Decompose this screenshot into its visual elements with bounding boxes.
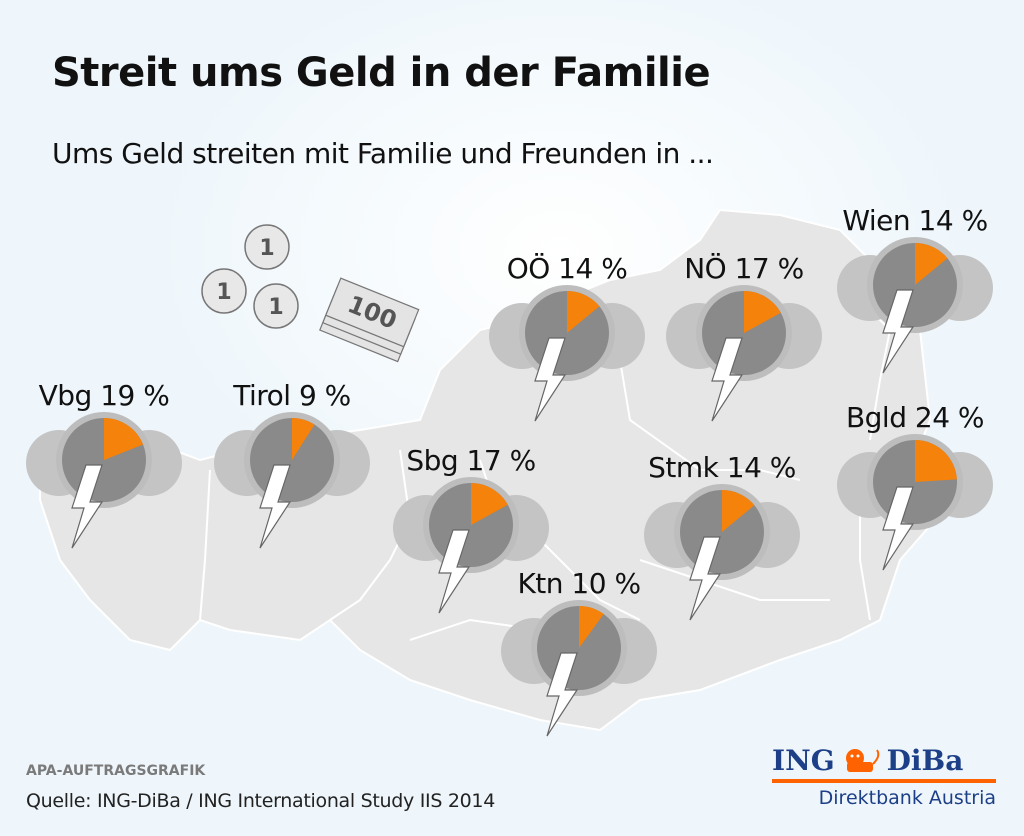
logo-subtitle: Direktbank Austria: [818, 787, 996, 809]
pie-highlight-slice: [722, 489, 755, 532]
coin-icon: 1: [201, 268, 247, 314]
source-note: Quelle: ING-DiBa / ING International Stu…: [26, 790, 495, 812]
region-marker-stmk: Stmk 14 %: [644, 451, 800, 621]
svg-text:1: 1: [216, 280, 231, 305]
region-markers: Vbg 19 % Tirol 9 % Sbg 17 % OÖ 14 % NÖ 17 % W…: [26, 204, 993, 737]
region-label: Vbg 19 %: [39, 379, 170, 412]
region-label: OÖ 14 %: [507, 251, 628, 285]
pie-highlight-slice: [915, 440, 957, 482]
ing-diba-logo: ING DiBa Direktbank Austria: [772, 744, 996, 809]
page-title: Streit ums Geld in der Familie: [52, 50, 711, 96]
pie-highlight-slice: [915, 242, 948, 285]
logo-text-right: DiBa: [886, 744, 964, 777]
coin-icon: 1: [253, 283, 299, 329]
subtitle: Ums Geld streiten mit Familie und Freund…: [52, 137, 714, 170]
region-marker-wien: Wien 14 %: [837, 204, 993, 374]
logo-text-left: ING: [772, 744, 835, 777]
pie-highlight-slice: [567, 290, 600, 333]
banknote-icon: 100: [319, 277, 420, 363]
lightning-icon: [71, 464, 104, 549]
lightning-icon: [259, 464, 292, 549]
lightning-icon: [882, 289, 915, 374]
lightning-icon: [438, 529, 471, 614]
svg-text:1: 1: [268, 295, 283, 320]
region-marker-vbg: Vbg 19 %: [26, 379, 182, 549]
region-marker-tirol: Tirol 9 %: [214, 379, 370, 549]
lightning-icon: [882, 486, 915, 571]
pie-highlight-slice: [579, 606, 604, 648]
money-decoration: 1 1 1 100: [201, 224, 420, 363]
region-label: Ktn 10 %: [517, 567, 640, 600]
lion-icon: [845, 748, 879, 772]
region-label: Tirol 9 %: [232, 379, 351, 412]
region-marker-bgld: Bgld 24 %: [837, 401, 993, 571]
pie-highlight-slice: [104, 417, 144, 460]
region-marker-ox: OÖ 14 %: [489, 251, 645, 422]
pie-highlight-slice: [471, 483, 508, 525]
coin-icon: 1: [244, 224, 290, 270]
lightning-icon: [689, 536, 722, 621]
region-label: Wien 14 %: [842, 204, 987, 237]
region-label: Sbg 17 %: [406, 444, 535, 477]
logo-divider: [772, 779, 996, 783]
region-marker-ktn: Ktn 10 %: [501, 567, 657, 737]
lightning-icon: [711, 337, 744, 422]
region-marker-nx: NÖ 17 %: [666, 251, 822, 422]
lightning-icon: [546, 652, 579, 737]
region-label: NÖ 17 %: [684, 251, 804, 285]
pie-highlight-slice: [744, 291, 781, 333]
region-marker-sbg: Sbg 17 %: [393, 444, 549, 614]
region-label: Stmk 14 %: [648, 451, 796, 484]
svg-text:1: 1: [259, 236, 274, 261]
lightning-icon: [534, 337, 567, 422]
pie-highlight-slice: [292, 417, 315, 460]
credit: APA-AUFTRAGSGRAFIK: [26, 763, 206, 779]
region-label: Bgld 24 %: [846, 401, 984, 434]
